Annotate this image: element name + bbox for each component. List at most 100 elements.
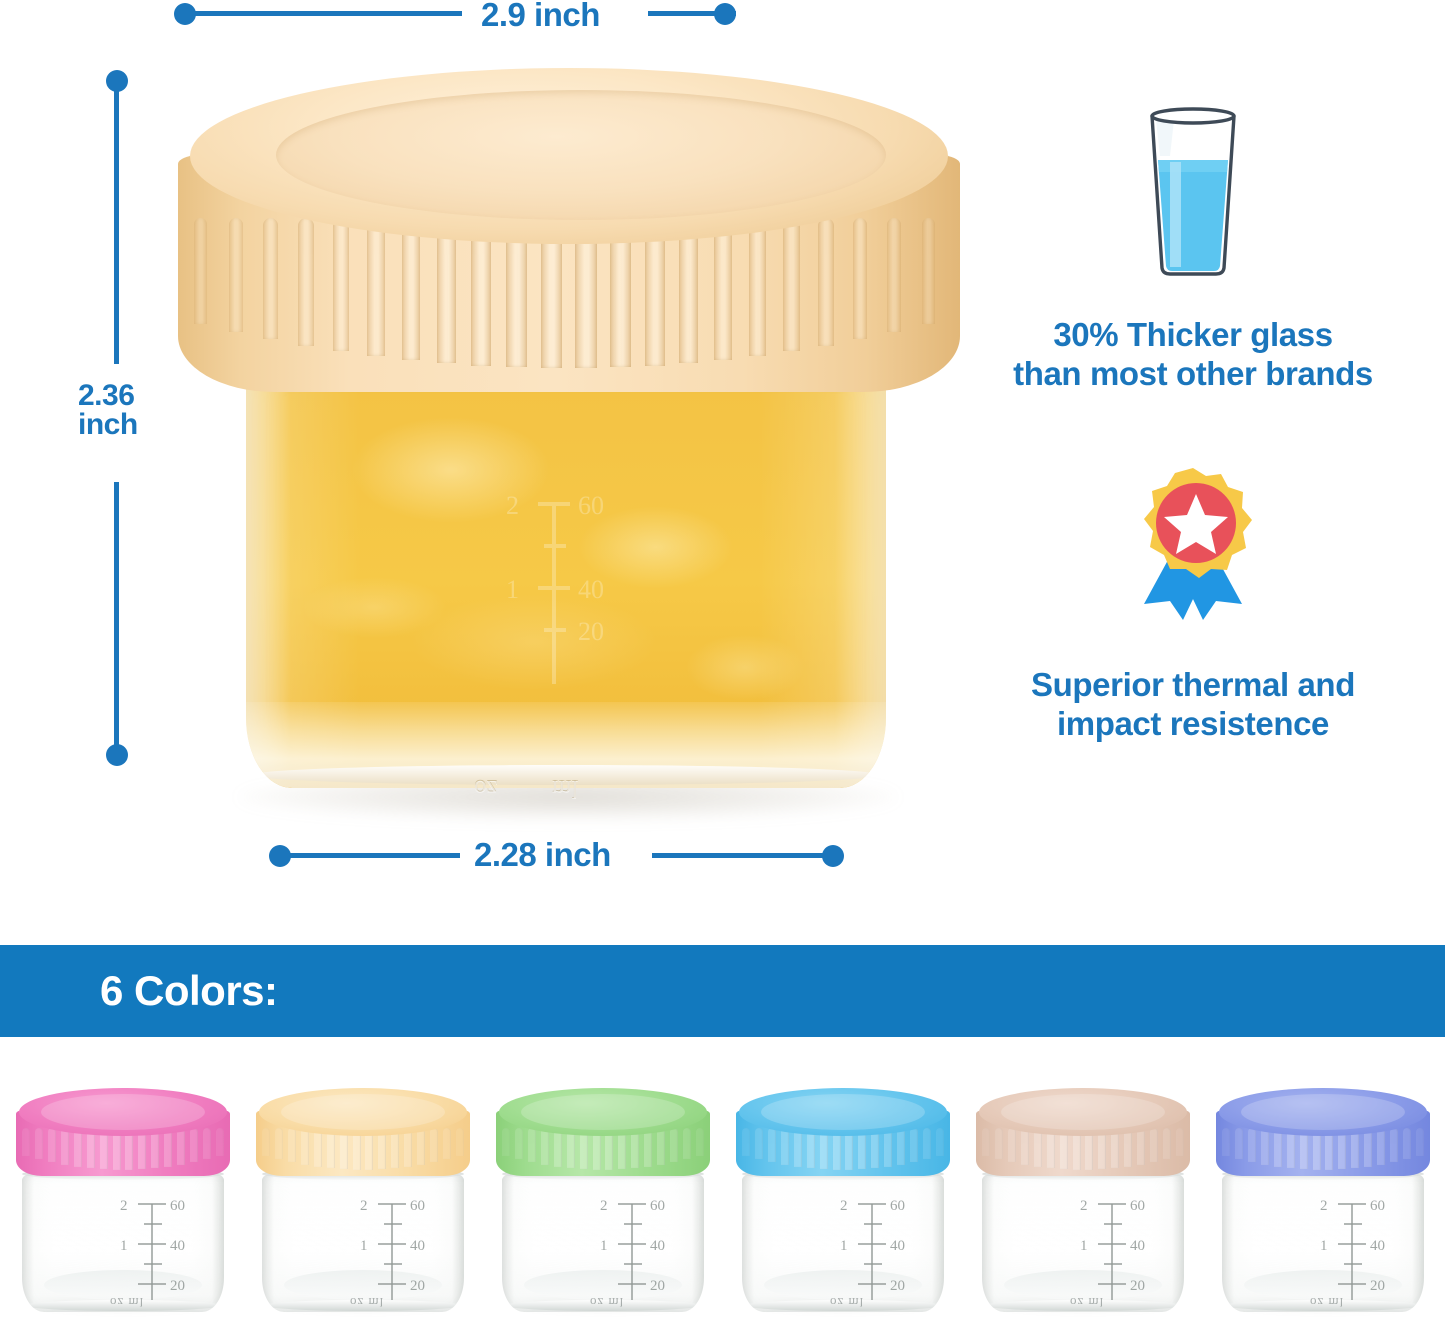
swatch-jar-lid-green[interactable]	[496, 1088, 710, 1180]
jar-lid	[178, 68, 960, 398]
swatch-lid-ridge	[1150, 1128, 1159, 1163]
swatch-lid-ridge	[806, 1128, 815, 1169]
swatch-lid-ridge	[73, 1128, 82, 1167]
swatch-lid-ridge	[1124, 1128, 1133, 1167]
swatch-jar-lid-beige[interactable]	[976, 1088, 1190, 1180]
dimension-top-dot-left	[174, 3, 196, 25]
swatch-jar-scale: 2 60 40 1 20	[360, 1198, 425, 1300]
colors-banner: 6 Colors:	[0, 945, 1445, 1037]
jar-lid-ridge	[228, 218, 243, 332]
svg-text:60: 60	[1370, 1198, 1385, 1214]
swatch-jar-units: oz ml	[1070, 1295, 1105, 1310]
jar-lid-ridge	[748, 218, 766, 356]
jar-lid-ridge	[332, 218, 350, 352]
jar-lid-ridge	[610, 218, 631, 368]
swatch-jar-lid-pink[interactable]	[16, 1088, 230, 1180]
swatch-lid-ridge	[443, 1128, 452, 1160]
jar-lid-ridge	[575, 218, 597, 368]
swatch-lid-ridges	[502, 1128, 704, 1176]
dimension-bottom-line-left	[285, 853, 460, 858]
swatch-lid-ridge	[767, 1128, 776, 1163]
jar-lid-ridge	[263, 218, 279, 340]
dimension-left-dot-bottom	[106, 744, 128, 766]
svg-text:40: 40	[1370, 1238, 1385, 1254]
swatch-lid-ridge	[553, 1128, 562, 1167]
swatch-lid-ridge	[1020, 1128, 1029, 1165]
color-swatch-jar-green[interactable]: 2 60 40 1 20 oz ml	[492, 1082, 714, 1314]
svg-text:60: 60	[650, 1198, 665, 1214]
swatch-lid-ridge	[216, 1128, 224, 1156]
swatch-lid-ridge	[514, 1128, 523, 1160]
swatch-lid-ridges	[262, 1128, 464, 1176]
swatch-jar-lid-yellow[interactable]	[256, 1088, 470, 1180]
swatch-jar-inner-base	[1004, 1270, 1162, 1300]
color-swatch-jar-yellow[interactable]: 2 60 40 1 20 oz ml	[252, 1082, 474, 1314]
swatch-lid-ridge	[1403, 1128, 1412, 1160]
swatch-lid-ridge	[22, 1128, 30, 1156]
color-swatch-jar-beige[interactable]: 2 60 40 1 20 oz ml	[972, 1082, 1194, 1314]
dimension-top-line-left	[190, 11, 462, 16]
swatch-jar-lid-periwinkle[interactable]	[1216, 1088, 1430, 1180]
dimension-left-dot-top	[106, 70, 128, 92]
feature-thicker-glass: 30% Thicker glass than most other brands	[958, 104, 1428, 394]
swatch-jar-glass	[742, 1174, 944, 1312]
swatch-lid-ridge	[190, 1128, 199, 1163]
feature-thermal-impact: Superior thermal and impact resistence	[958, 464, 1428, 744]
swatch-lid-ridge	[1260, 1128, 1269, 1165]
swatch-jar-bottom-rim	[265, 1300, 461, 1311]
swatch-lid-ridge	[34, 1128, 43, 1160]
swatch-lid-top-recess	[521, 1094, 685, 1130]
svg-text:20: 20	[410, 1278, 425, 1294]
swatch-lid-ridge	[1377, 1128, 1386, 1165]
swatch-lid-ridge	[352, 1128, 361, 1170]
swatch-jar-bottom-rim	[985, 1300, 1181, 1311]
swatch-lid-ridge	[456, 1128, 464, 1156]
dimension-top-line-right	[648, 11, 736, 16]
swatch-jar-bottom-rim	[505, 1300, 701, 1311]
swatch-lid-ridge	[1416, 1128, 1424, 1156]
jar-lid-ridge	[540, 218, 563, 368]
svg-text:1: 1	[600, 1238, 608, 1254]
color-swatch-jar-blue[interactable]: 2 60 40 1 20 oz ml	[732, 1082, 954, 1314]
swatch-lid-ridge	[1390, 1128, 1399, 1163]
swatch-jar-inner-base	[1244, 1270, 1402, 1300]
swatch-lid-ridge	[1247, 1128, 1256, 1163]
svg-text:40: 40	[170, 1238, 185, 1254]
swatch-lid-ridge	[871, 1128, 880, 1169]
swatch-lid-ridge	[502, 1128, 510, 1156]
svg-text:1: 1	[1320, 1238, 1328, 1254]
jar-lid-ridge	[194, 218, 207, 324]
swatch-jar-units: oz ml	[1310, 1295, 1345, 1310]
swatch-lid-top	[739, 1088, 947, 1136]
svg-text:60: 60	[578, 491, 604, 520]
swatch-lid-ridge	[657, 1128, 666, 1165]
jar-lid-ridge	[298, 218, 314, 346]
swatch-lid-ridge	[696, 1128, 704, 1156]
swatch-jar-inner-base	[44, 1270, 202, 1300]
dimension-bottom-line-right	[652, 853, 832, 858]
color-swatch-jar-pink[interactable]: 2 60 40 1 20 oz ml	[12, 1082, 234, 1314]
jar-lid-ridge	[402, 218, 421, 360]
swatch-jar-bottom-rim	[25, 1300, 221, 1311]
swatch-jar-scale: 2 60 40 1 20	[1320, 1198, 1385, 1300]
swatch-lid-ridge	[1312, 1128, 1321, 1170]
dimension-bottom-dot-right	[822, 845, 844, 867]
swatch-jar-lid-blue[interactable]	[736, 1088, 950, 1180]
swatch-lid-ridge	[605, 1128, 614, 1170]
jar-emboss-oz: oz	[474, 775, 498, 802]
swatch-lid-ridges	[1222, 1128, 1424, 1176]
colors-banner-title: 6 Colors:	[100, 967, 278, 1014]
jar-lid-ridge	[506, 218, 527, 368]
svg-text:40: 40	[1130, 1238, 1145, 1254]
swatch-lid-ridge	[177, 1128, 186, 1165]
swatch-jar-scale: 2 60 40 1 20	[120, 1198, 185, 1300]
swatch-lid-top	[259, 1088, 467, 1136]
color-swatch-jar-periwinkle[interactable]: 2 60 40 1 20 oz ml	[1212, 1082, 1434, 1314]
swatch-lid-ridge	[47, 1128, 56, 1163]
swatch-lid-top	[19, 1088, 227, 1136]
swatch-lid-ridge	[994, 1128, 1003, 1160]
svg-text:60: 60	[890, 1198, 905, 1214]
swatch-lid-ridges	[22, 1128, 224, 1176]
dimension-left-line-bottom	[114, 482, 119, 748]
swatch-lid-ridge	[1007, 1128, 1016, 1163]
